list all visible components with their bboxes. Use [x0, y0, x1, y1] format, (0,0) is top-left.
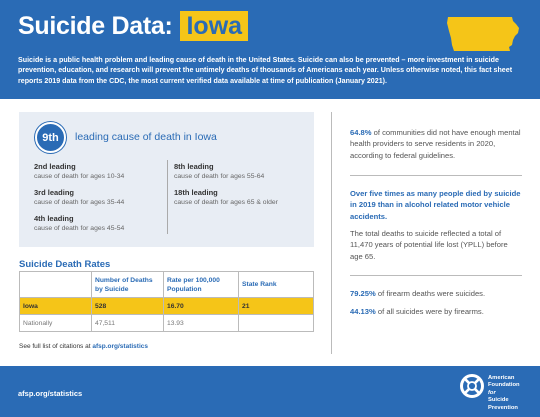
stat-ypll: The total deaths to suicide reflected a …	[350, 229, 508, 261]
rates-table: Number of Deaths by Suicide Rate per 100…	[19, 271, 314, 332]
table-cell: 21	[238, 297, 314, 315]
leading-item: 3rd leading cause of death for ages 35-4…	[34, 188, 124, 206]
table-cell: 528	[91, 297, 164, 315]
leading-rank: 4th leading	[34, 214, 74, 223]
table-header: Rate per 100,000 Population	[163, 271, 239, 298]
table-row: Nationally 47,511 13.93	[19, 314, 314, 332]
stat-text: of all suicides were by firearms.	[377, 307, 484, 316]
state-name: Iowa	[180, 11, 249, 41]
table-header: State Rank	[238, 271, 314, 298]
table-cell: Iowa	[19, 297, 92, 315]
leading-desc: cause of death for ages 35-44	[34, 199, 125, 206]
stat-percent: 44.13%	[350, 307, 376, 316]
column-separator	[331, 112, 332, 354]
stat-percent: 79.25%	[350, 289, 376, 298]
stat-providers: 64.8% of communities did not have enough…	[350, 127, 522, 161]
stat-firearm-suicides: 44.13% of all suicides were by firearms.	[350, 306, 522, 317]
divider	[350, 275, 522, 276]
leading-cause-title: leading cause of death in Iowa	[75, 131, 217, 143]
leading-item: 4th leading cause of death for ages 45-5…	[34, 214, 124, 232]
title-text: Suicide Data:	[18, 11, 173, 40]
lifesaver-logo-icon	[460, 374, 484, 398]
iowa-map-icon	[447, 17, 519, 51]
page-title: Suicide Data: Iowa	[18, 11, 249, 41]
org-name-line: American	[488, 375, 515, 381]
table-cell	[238, 314, 314, 332]
table-cell: Nationally	[19, 314, 92, 332]
stat-text: of firearm deaths were suicides.	[377, 289, 486, 298]
stat-percent: 64.8%	[350, 128, 372, 137]
leading-desc: cause of death for ages 45-54	[34, 225, 125, 232]
stat-firearm-deaths: 79.25% of firearm deaths were suicides.	[350, 288, 522, 299]
leading-item: 18th leading cause of death for ages 65 …	[174, 188, 278, 206]
table-row: Iowa 528 16.70 21	[19, 297, 314, 315]
leading-rank: 3rd leading	[34, 188, 75, 197]
leading-rank: 18th leading	[174, 188, 218, 197]
rates-title: Suicide Death Rates	[19, 259, 111, 270]
leading-desc: cause of death for ages 55-64	[174, 173, 265, 180]
table-cell: 13.93	[163, 314, 239, 332]
leading-desc: cause of death for ages 65 & older	[174, 199, 278, 206]
footer-link[interactable]: afsp.org/statistics	[18, 389, 83, 398]
divider	[350, 175, 522, 176]
table-cell: 47,511	[91, 314, 164, 332]
footer-banner: afsp.org/statistics American Foundation …	[0, 366, 540, 417]
leading-rank: 8th leading	[174, 162, 214, 171]
leading-cause-panel: 9th leading cause of death in Iowa 2nd l…	[19, 112, 314, 247]
table-header: Number of Deaths by Suicide	[91, 271, 164, 298]
citation-link[interactable]: afsp.org/statistics	[92, 343, 148, 350]
org-name-line: Suicide	[488, 397, 509, 404]
org-name-line: Prevention	[488, 404, 518, 411]
table-header-row: Number of Deaths by Suicide Rate per 100…	[19, 271, 314, 298]
citation-prefix: See full list of citations at	[19, 343, 91, 350]
stat-text: of communities did not have enough menta…	[350, 128, 521, 160]
column-divider	[167, 160, 168, 234]
rank-badge: 9th	[35, 122, 66, 153]
org-name: American Foundation for Suicide Preventi…	[488, 375, 520, 412]
org-name-line: for	[488, 389, 496, 396]
intro-paragraph: Suicide is a public health problem and l…	[18, 56, 513, 85]
org-name-line: Foundation	[488, 382, 520, 389]
header-banner: Suicide Data: Iowa Suicide is a public h…	[0, 0, 540, 99]
leading-desc: cause of death for ages 10-34	[34, 173, 125, 180]
leading-item: 2nd leading cause of death for ages 10-3…	[34, 162, 124, 180]
stat-comparison: Over five times as many people died by s…	[350, 189, 521, 221]
citation-note: See full list of citations at afsp.org/s…	[19, 343, 148, 350]
table-cell: 16.70	[163, 297, 239, 315]
leading-rank: 2nd leading	[34, 162, 76, 171]
leading-item: 8th leading cause of death for ages 55-6…	[174, 162, 264, 180]
table-header	[19, 271, 92, 298]
